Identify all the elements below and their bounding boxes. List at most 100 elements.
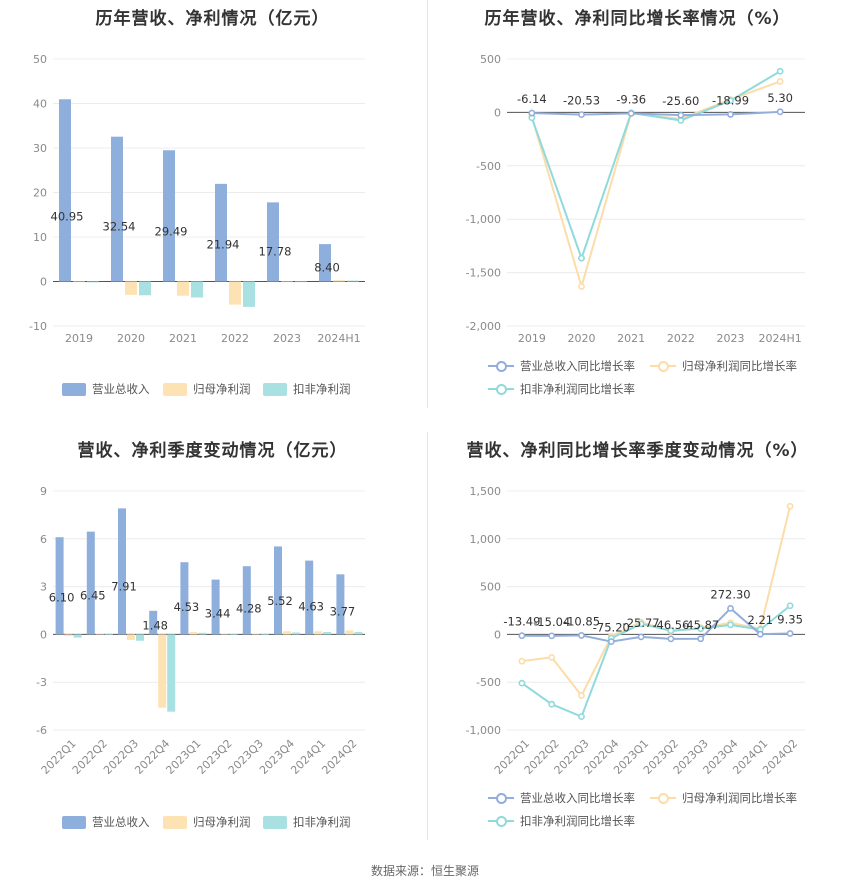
- bar-deducted-profit: [198, 632, 207, 635]
- bar-deducted-profit: [229, 634, 238, 635]
- legend-item-deducted-growth[interactable]: 扣非净利润同比增长率: [488, 381, 635, 397]
- series-point: [518, 632, 526, 640]
- data-label: 4.63: [298, 599, 324, 613]
- legend: 营业总收入同比增长率 归母净利润同比增长率 扣非净利润同比增长率: [425, 790, 850, 834]
- legend-swatch: [163, 815, 187, 829]
- legend-swatch: [263, 382, 287, 396]
- series-point: [786, 630, 794, 637]
- data-label: 4.28: [236, 601, 262, 615]
- series-point: [786, 502, 794, 510]
- legend-label: 营业总收入同比增长率: [520, 791, 635, 805]
- x-tick-label: 2024H1: [759, 332, 802, 345]
- series-point: [776, 67, 784, 75]
- bar-deducted-profit: [87, 281, 99, 283]
- series-point: [627, 109, 635, 117]
- y-tick-label: -1,000: [466, 724, 501, 737]
- chart-title: 营收、净利季度变动情况（亿元）: [77, 441, 348, 461]
- legend-item-deducted-profit[interactable]: 扣非净利润: [263, 814, 351, 830]
- bar-deducted-profit: [260, 634, 269, 635]
- data-source-note: 数据来源：恒生聚源: [370, 864, 479, 878]
- series-point: [548, 700, 556, 708]
- legend-item-parent-profit[interactable]: 归母净利润: [163, 381, 251, 397]
- series-point: [637, 633, 645, 641]
- y-tick-label: 50: [33, 53, 47, 66]
- legend-item-parent-profit[interactable]: 归母净利润: [163, 814, 251, 830]
- series-point: [776, 78, 784, 85]
- legend-item-revenue[interactable]: 营业总收入: [62, 381, 150, 397]
- legend-item-parent-growth[interactable]: 归母净利润同比增长率: [650, 790, 797, 806]
- bar-parent-profit: [281, 281, 293, 283]
- bar-parent-profit: [125, 281, 137, 295]
- legend-label: 扣非净利润同比增长率: [520, 814, 635, 828]
- quarterly-bar-chart: 营收、净利季度变动情况（亿元） 9 6 3 0 -3 -6 6.10 2022Q1 6.45 20…: [0, 432, 425, 842]
- data-label: 2.21: [747, 613, 773, 627]
- legend-item-revenue[interactable]: 营业总收入: [62, 814, 150, 830]
- legend-label: 归母净利润同比增长率: [682, 359, 797, 373]
- bar-deducted-profit: [139, 281, 151, 296]
- legend-label: 归母净利润: [193, 815, 251, 829]
- legend-item-deducted-growth[interactable]: 扣非净利润同比增长率: [488, 813, 635, 829]
- legend-swatch: [488, 814, 514, 828]
- bar-deducted-profit: [136, 634, 144, 641]
- series-point: [667, 627, 675, 634]
- bar-parent-profit: [345, 630, 354, 635]
- y-tick-label: 20: [33, 187, 47, 200]
- data-label: -10.85: [563, 614, 600, 628]
- legend: 营业总收入 归母净利润 扣非净利润: [0, 381, 425, 401]
- legend-item-revenue-growth[interactable]: 营业总收入同比增长率: [488, 790, 635, 806]
- bar-revenue: [163, 150, 175, 282]
- legend-swatch: [62, 815, 86, 829]
- legend-item-deducted-profit[interactable]: 扣非净利润: [263, 381, 351, 397]
- bar-parent-profit: [189, 632, 198, 635]
- legend-swatch: [488, 359, 514, 373]
- legend-item-revenue-growth[interactable]: 营业总收入同比增长率: [488, 358, 635, 374]
- y-tick-label: -3: [36, 676, 47, 689]
- legend-item-parent-growth[interactable]: 归母净利润同比增长率: [650, 358, 797, 374]
- series-line-revenue-growth: [531, 110, 781, 117]
- x-tick-label: 2019: [65, 332, 93, 345]
- series-point: [518, 679, 526, 687]
- x-tick-label: 2023: [273, 332, 301, 345]
- y-tick-label: 6: [40, 533, 47, 546]
- y-tick-label: -10: [29, 320, 47, 333]
- bar-parent-profit: [229, 281, 241, 305]
- bar-parent-profit: [251, 633, 260, 635]
- y-tick-label: -500: [476, 676, 501, 689]
- x-tick-label: 2021: [169, 332, 197, 345]
- legend: 营业总收入 归母净利润 扣非净利润: [0, 814, 425, 834]
- bar-revenue: [267, 202, 279, 282]
- y-tick-label: 500: [480, 53, 501, 66]
- bar-parent-profit: [64, 634, 73, 636]
- bar-parent-profit: [314, 631, 323, 635]
- series-point: [776, 108, 784, 116]
- series-line-deducted-growth: [530, 70, 781, 262]
- series-point: [578, 692, 585, 699]
- series-point: [578, 254, 585, 262]
- y-tick-label: 1,000: [470, 533, 502, 546]
- bar-revenue: [215, 183, 227, 282]
- panel-divider-bottom: [427, 432, 428, 840]
- legend-swatch: [163, 382, 187, 396]
- chart-title: 历年营收、净利同比增长率情况（%）: [484, 9, 791, 29]
- legend-swatch: [488, 382, 514, 396]
- legend: 营业总收入同比增长率 归母净利润同比增长率 扣非净利润同比增长率: [425, 358, 850, 402]
- bar-revenue: [305, 560, 314, 635]
- data-label: -20.53: [563, 94, 600, 108]
- x-tick-label: 2020: [117, 332, 145, 345]
- data-label: -45.87: [682, 618, 719, 632]
- legend-label: 营业总收入: [92, 382, 150, 396]
- series-point: [528, 109, 536, 117]
- series-point: [578, 111, 585, 118]
- series-point: [607, 638, 615, 645]
- data-label: 1.48: [142, 618, 168, 632]
- data-label: 40.95: [51, 209, 84, 223]
- data-label: 4.53: [174, 600, 200, 614]
- data-label: -18.99: [712, 93, 749, 107]
- data-label: 5.52: [267, 594, 293, 608]
- series-point: [518, 657, 526, 665]
- legend-label: 扣非净利润同比增长率: [520, 382, 635, 396]
- bar-parent-profit: [333, 280, 345, 282]
- data-label: 6.10: [49, 590, 75, 604]
- annual-growth-plot: 500 0 -500 -1,000 -1,500 -2,000 2019 2020 2021 20…: [466, 53, 805, 345]
- annual-bar-plot: 50 40 30 20 10 0 -10 40.95 2019 32.54 2020 29.49 202…: [29, 53, 365, 345]
